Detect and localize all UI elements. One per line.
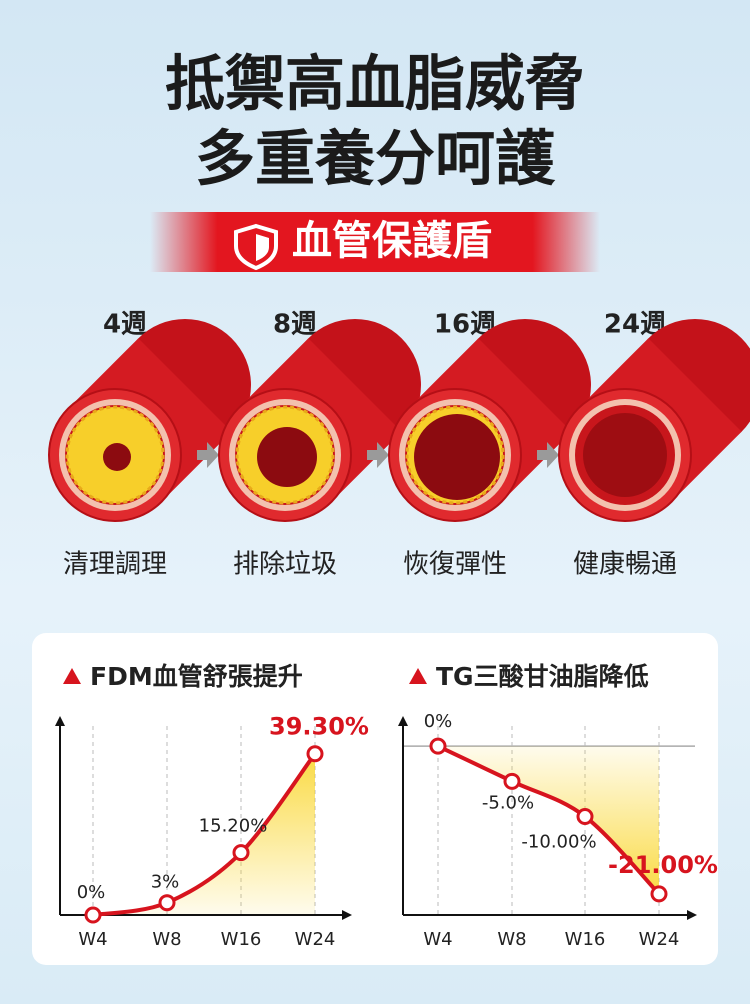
point — [429, 737, 447, 755]
axis-arrow — [342, 910, 352, 920]
stage-arrow — [197, 442, 219, 468]
x-tick-label: W16 — [565, 929, 606, 950]
point — [650, 885, 668, 903]
point — [576, 808, 594, 825]
stage-label: 排除垃圾 — [233, 550, 337, 580]
x-tick-label: W4 — [423, 929, 452, 950]
stage-weeks: 4週 — [103, 310, 147, 340]
axis-arrow — [687, 910, 697, 920]
x-tick-label: W24 — [295, 929, 336, 950]
value-label: 15.20% — [199, 816, 268, 837]
line — [92, 752, 317, 917]
point — [503, 772, 521, 790]
stage-weeks: 8週 — [273, 310, 317, 340]
value-label: 0% — [77, 882, 106, 903]
chart-title: TG三酸甘油脂降低 — [436, 662, 649, 691]
lumen — [583, 413, 667, 497]
point — [158, 894, 176, 912]
title: 多重養分呵護 — [195, 125, 556, 195]
x-tick-label: W8 — [152, 929, 181, 950]
x-tick-label: W24 — [639, 929, 680, 950]
axis-arrow — [398, 716, 408, 726]
x-tick-label: W8 — [497, 929, 526, 950]
shield-icon — [234, 223, 278, 271]
point — [84, 906, 102, 924]
stage-arrow — [367, 442, 389, 468]
lumen — [103, 443, 131, 471]
lumen — [414, 414, 500, 500]
line — [437, 744, 661, 896]
badge-text: 血管保護盾 — [292, 218, 492, 264]
stage-label: 恢復彈性 — [403, 550, 507, 580]
lumen — [257, 427, 317, 487]
value-label: -10.00% — [521, 832, 596, 853]
area — [438, 746, 659, 894]
stage-label: 清理調理 — [63, 550, 167, 580]
title: 抵禦高血脂威脅 — [165, 50, 585, 120]
title-marker — [63, 668, 81, 684]
x-tick-label: W16 — [221, 929, 262, 950]
title-marker — [409, 668, 427, 684]
value-label: 39.30% — [269, 713, 369, 741]
chart-title: FDM血管舒張提升 — [90, 662, 303, 691]
point — [306, 745, 324, 763]
x-tick-label: W4 — [78, 929, 107, 950]
axis-arrow — [55, 716, 65, 726]
value-label: 0% — [424, 711, 453, 732]
stage-arrow — [537, 442, 559, 468]
stage-label: 健康暢通 — [573, 550, 677, 580]
area — [93, 753, 315, 915]
badge-band — [150, 212, 600, 272]
value-label: -5.0% — [482, 792, 534, 813]
shield-icon — [256, 234, 269, 261]
value-label: -21.00% — [608, 851, 718, 879]
point — [232, 844, 250, 862]
charts: FDM血管舒張提升 W4 W8 W16 W24 0% 3% 15.20% 39.30% TG三酸甘… — [55, 662, 718, 950]
value-label: 3% — [151, 872, 180, 893]
